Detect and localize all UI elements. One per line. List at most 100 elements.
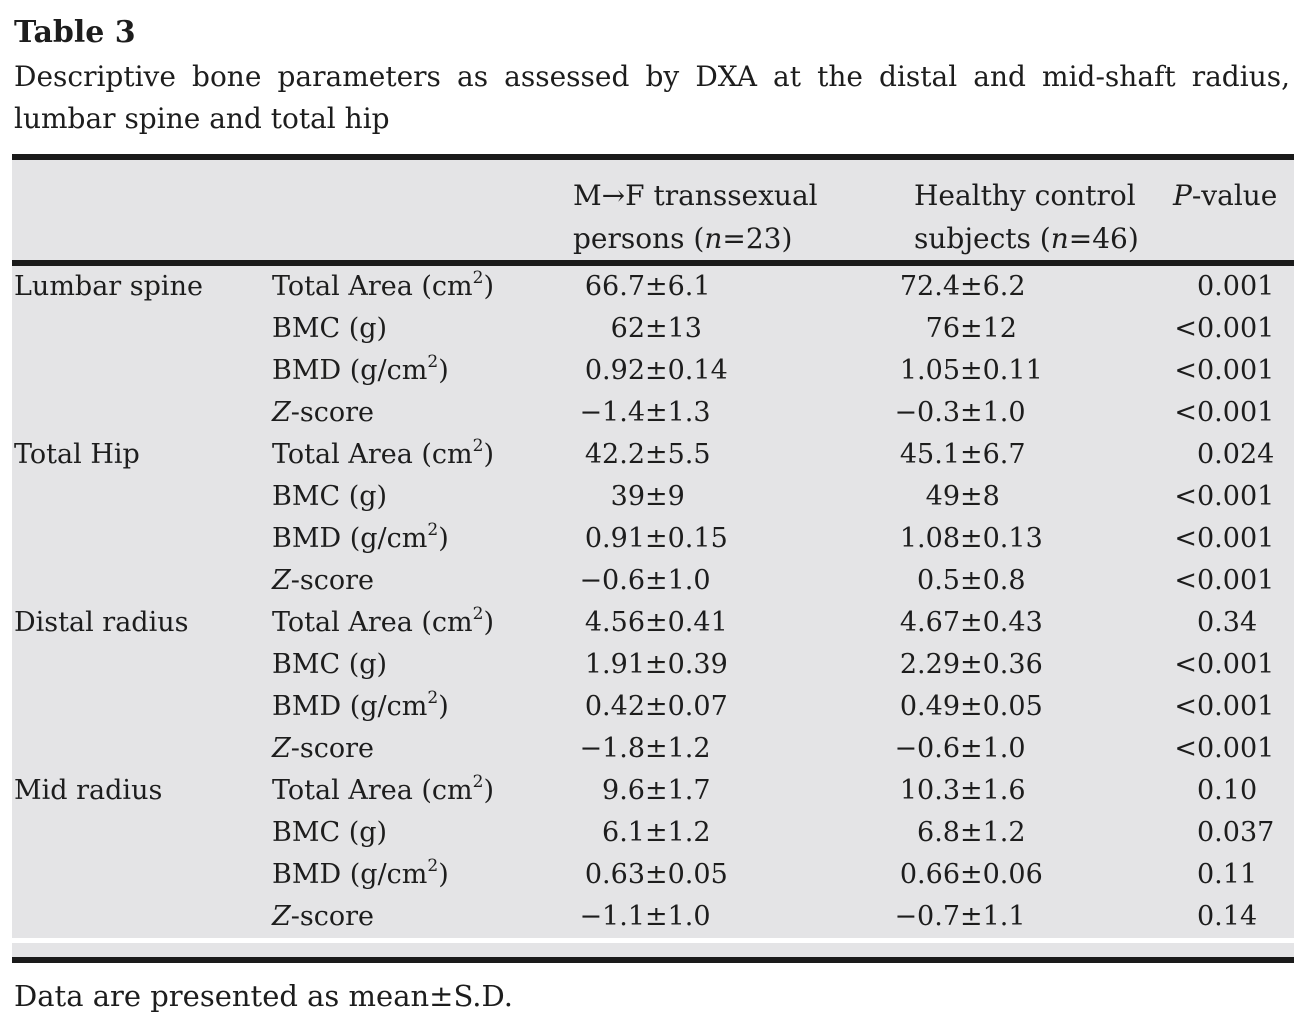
plus-minus: ±	[960, 313, 983, 344]
sd-value: 1.0	[667, 565, 711, 596]
table-row: BMC (g) 6.1±1.2 6.8±1.2 0.037	[12, 812, 1294, 854]
mean-value: 0.91	[584, 523, 645, 554]
sd-value: 8	[982, 481, 1000, 512]
p-value-cell: <0.001	[1173, 392, 1294, 434]
control-value-cell: 1.08±0.13	[880, 518, 1173, 560]
plus-minus: ±	[645, 271, 668, 302]
table-row: Total Hip Total Area (cm2) 42.2±5.5 45.1…	[12, 434, 1294, 476]
sd-value: 6.7	[982, 439, 1026, 470]
plus-minus: ±	[645, 313, 668, 344]
mean-value: 0.42	[584, 691, 645, 722]
p-value: 0.10	[1197, 775, 1258, 806]
control-value-cell: 1.05±0.11	[880, 350, 1173, 392]
parameter-cell: Total Area (cm2)	[270, 263, 570, 308]
mean-value: 76	[925, 313, 960, 344]
site-cell	[12, 560, 270, 602]
p-value-cell: <0.001	[1173, 518, 1294, 560]
plus-minus: ±	[645, 817, 668, 848]
p-value: 0.001	[1197, 733, 1275, 764]
mean-value: −1.4	[579, 397, 645, 428]
control-value-cell: 0.5±0.8	[880, 560, 1173, 602]
mean-value: 0.63	[584, 859, 645, 890]
plus-minus: ±	[645, 607, 668, 638]
control-value-cell: −0.3±1.0	[880, 392, 1173, 434]
p-value-cell: <0.001	[1173, 476, 1294, 518]
less-than-sign: <	[1174, 481, 1197, 512]
parameter-cell: BMC (g)	[270, 644, 570, 686]
control-value-cell: 2.29±0.36	[880, 644, 1173, 686]
parameter-cell: Z-score	[270, 728, 570, 770]
table-body: Lumbar spine Total Area (cm2) 66.7±6.1 7…	[12, 263, 1294, 938]
sd-value: 0.13	[982, 523, 1043, 554]
mean-value: 42.2	[584, 439, 645, 470]
sd-value: 0.07	[667, 691, 728, 722]
sd-value: 0.41	[667, 607, 728, 638]
p-value-cell: <0.001	[1173, 560, 1294, 602]
site-cell	[12, 896, 270, 938]
parameter-cell: Z-score	[270, 896, 570, 938]
sd-value: 12	[982, 313, 1017, 344]
p-value-cell: <0.001	[1173, 686, 1294, 728]
control-value-cell: 4.67±0.43	[880, 602, 1173, 644]
sd-value: 0.39	[667, 649, 728, 680]
superscript: 2	[472, 772, 484, 792]
p-value: 0.024	[1197, 439, 1275, 470]
transsexual-value-cell: 4.56±0.41	[570, 602, 880, 644]
sd-value: 1.7	[667, 775, 711, 806]
mean-value: −0.3	[894, 397, 960, 428]
plus-minus: ±	[645, 859, 668, 890]
header-transsexual-line1: M→F transsexual	[573, 179, 818, 212]
mean-value: 39	[610, 481, 645, 512]
plus-minus: ±	[645, 649, 668, 680]
sd-value: 5.5	[667, 439, 711, 470]
parameter-cell: BMC (g)	[270, 812, 570, 854]
table-row: BMC (g) 62±13 76±12 <0.001	[12, 308, 1294, 350]
p-value-cell: 0.024	[1173, 434, 1294, 476]
control-value-cell: 45.1±6.7	[880, 434, 1173, 476]
site-cell	[12, 350, 270, 392]
white-separator-strip	[12, 938, 1294, 943]
gray-bottom-pad	[12, 943, 1294, 960]
plus-minus: ±	[645, 901, 668, 932]
p-value: 0.14	[1197, 901, 1258, 932]
p-value: 0.001	[1197, 397, 1275, 428]
plus-minus: ±	[645, 481, 668, 512]
sd-value: 0.43	[982, 607, 1043, 638]
sd-value: 1.0	[982, 733, 1026, 764]
superscript: 2	[427, 856, 439, 876]
p-value: 0.001	[1197, 313, 1275, 344]
mean-value: 62	[610, 313, 645, 344]
sd-value: 0.05	[982, 691, 1043, 722]
control-value-cell: 0.49±0.05	[880, 686, 1173, 728]
site-cell: Distal radius	[12, 602, 270, 644]
sd-value: 1.2	[667, 817, 711, 848]
sd-value: 13	[667, 313, 702, 344]
transsexual-value-cell: 0.42±0.07	[570, 686, 880, 728]
less-than-sign: <	[1174, 355, 1197, 386]
table-title: Table 3	[14, 15, 136, 50]
control-value-cell: −0.7±1.1	[880, 896, 1173, 938]
superscript: 2	[472, 268, 484, 288]
site-cell	[12, 308, 270, 350]
less-than-sign: <	[1174, 397, 1197, 428]
plus-minus: ±	[960, 691, 983, 722]
plus-minus: ±	[960, 859, 983, 890]
transsexual-value-cell: 1.91±0.39	[570, 644, 880, 686]
n-italic: n	[1050, 222, 1069, 255]
plus-minus: ±	[645, 775, 668, 806]
parameter-cell: BMC (g)	[270, 476, 570, 518]
p-value-cell: 0.10	[1173, 770, 1294, 812]
less-than-sign: <	[1174, 733, 1197, 764]
header-row: M→F transsexual persons (n=23) Healthy c…	[12, 157, 1294, 266]
mean-value: 9.6	[602, 775, 645, 806]
plus-minus: ±	[960, 523, 983, 554]
header-site-empty	[12, 157, 270, 266]
mean-value: 45.1	[899, 439, 960, 470]
p-value-cell: <0.001	[1173, 350, 1294, 392]
site-cell	[12, 854, 270, 896]
parameter-cell: BMD (g/cm2)	[270, 686, 570, 728]
table-row: BMD (g/cm2) 0.92±0.14 1.05±0.11 <0.001	[12, 350, 1294, 392]
p-value-cell: 0.001	[1173, 263, 1294, 308]
control-value-cell: 10.3±1.6	[880, 770, 1173, 812]
sd-value: 6.2	[982, 271, 1026, 302]
